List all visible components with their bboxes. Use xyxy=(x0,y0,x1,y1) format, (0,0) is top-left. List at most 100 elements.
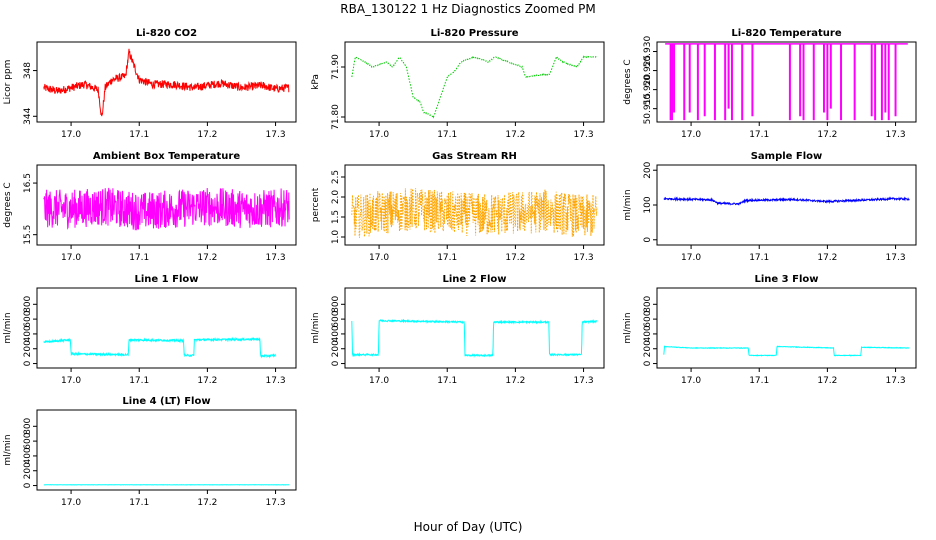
series-line xyxy=(43,48,290,117)
y-tick-label: 0 xyxy=(643,237,653,243)
x-tick-label: 17.1 xyxy=(749,376,769,386)
x-tick-label: 17.1 xyxy=(749,253,769,263)
x-tick-label: 17.1 xyxy=(129,130,149,140)
x-tick-label: 17.0 xyxy=(61,498,81,508)
y-tick-label: 600 xyxy=(23,310,33,327)
plot-frame xyxy=(36,287,297,369)
y-tick-label: 600 xyxy=(331,310,341,327)
figure-title: RBA_130122 1 Hz Diagnostics Zoomed PM xyxy=(340,2,595,16)
x-tick-label: 17.1 xyxy=(437,376,457,386)
x-tick-label: 17.3 xyxy=(266,376,286,386)
y-axis-label: degrees C xyxy=(623,59,633,104)
plot-frame xyxy=(656,41,917,123)
series-line xyxy=(663,345,910,357)
x-tick-label: 17.0 xyxy=(369,253,389,263)
panel-title: Sample Flow xyxy=(751,151,823,162)
x-tick-label: 17.0 xyxy=(369,130,389,140)
y-tick-label: 50.920 xyxy=(643,74,653,106)
x-tick-label: 17.1 xyxy=(129,498,149,508)
y-tick-label: 0 xyxy=(331,360,341,366)
x-tick-label: 17.1 xyxy=(129,376,149,386)
x-tick-label: 17.3 xyxy=(574,376,594,386)
y-tick-label: 600 xyxy=(643,310,653,327)
chart-panel-7: Line 1 Flow 17.0 17.1 17.2 17.3 0 200400600800… xyxy=(3,274,297,386)
y-axis-label: ml/min xyxy=(3,312,13,343)
x-tick-label: 17.2 xyxy=(505,253,525,263)
x-tick-label: 17.3 xyxy=(886,130,906,140)
series-line xyxy=(351,188,598,238)
y-tick-label: 800 xyxy=(643,295,653,312)
x-tick-label: 17.2 xyxy=(197,253,217,263)
y-tick-label: 50.925 xyxy=(643,55,653,87)
y-tick-label: 800 xyxy=(331,295,341,312)
x-tick-label: 17.3 xyxy=(574,253,594,263)
y-tick-label: 2.0 xyxy=(331,190,341,205)
x-tick-label: 17.2 xyxy=(197,498,217,508)
panel-title: Gas Stream RH xyxy=(432,151,517,162)
chart-panel-8: Line 2 Flow 17.0 17.1 17.2 17.3 0 200400600800… xyxy=(311,274,605,386)
panel-title: Li-820 Pressure xyxy=(430,28,518,39)
y-axis-label: ml/min xyxy=(311,312,321,343)
x-tick-label: 17.3 xyxy=(266,130,286,140)
panel-title: Line 4 (LT) Flow xyxy=(122,396,210,407)
chart-panel-10: Line 4 (LT) Flow 17.0 17.1 17.2 17.3 0 2004006… xyxy=(3,396,297,508)
y-tick-label: 50.915 xyxy=(643,93,653,125)
y-tick-label: 200 xyxy=(23,340,33,357)
x-tick-label: 17.2 xyxy=(505,376,525,386)
y-tick-label: 16.5 xyxy=(23,173,33,193)
x-axis-title: Hour of Day (UTC) xyxy=(414,520,523,534)
x-tick-label: 17.0 xyxy=(681,376,701,386)
x-tick-label: 17.1 xyxy=(129,253,149,263)
y-tick-label: 15.5 xyxy=(23,225,33,245)
y-tick-label: 0 xyxy=(643,360,653,366)
y-tick-label: 200 xyxy=(643,161,653,178)
plot-frame xyxy=(36,409,297,491)
x-tick-label: 17.2 xyxy=(197,376,217,386)
x-tick-label: 17.3 xyxy=(886,376,906,386)
y-tick-label: 344 xyxy=(23,107,33,124)
y-tick-label: 0 xyxy=(23,360,33,366)
y-tick-label: 800 xyxy=(23,417,33,434)
x-tick-label: 17.3 xyxy=(574,130,594,140)
y-tick-label: 50.930 xyxy=(643,36,653,68)
y-axis-label: ml/min xyxy=(623,312,633,343)
x-tick-label: 17.3 xyxy=(266,498,286,508)
y-tick-label: 100 xyxy=(643,196,653,213)
panel-title: Line 2 Flow xyxy=(443,274,507,285)
series-line xyxy=(663,196,910,206)
y-tick-label: 400 xyxy=(643,325,653,342)
x-tick-label: 17.2 xyxy=(197,130,217,140)
chart-panel-9: Line 3 Flow 17.0 17.1 17.2 17.3 0 200400600800… xyxy=(623,274,917,386)
y-tick-label: 0 xyxy=(23,482,33,488)
y-tick-label: 1.5 xyxy=(331,210,341,224)
y-tick-label: 71.90 xyxy=(331,54,341,80)
panel-grid: Li-820 CO2 17.0 17.1 17.2 17.3 344 348 Licor pp… xyxy=(3,28,917,508)
y-axis-label: kPa xyxy=(311,74,321,90)
y-tick-label: 400 xyxy=(331,325,341,342)
plot-frame xyxy=(36,164,297,246)
x-tick-label: 17.0 xyxy=(681,253,701,263)
chart-panel-2: Li-820 Pressure 17.0 17.1 17.2 17.3 71.80 71.9… xyxy=(311,28,605,140)
y-axis-label: ml/min xyxy=(623,189,633,220)
x-tick-label: 17.3 xyxy=(266,253,286,263)
y-axis-label: degrees C xyxy=(3,182,13,227)
plot-frame xyxy=(656,287,917,369)
x-tick-label: 17.2 xyxy=(505,130,525,140)
series-spikes xyxy=(665,43,908,121)
x-tick-label: 17.1 xyxy=(437,253,457,263)
y-tick-label: 400 xyxy=(23,447,33,464)
series-line xyxy=(351,55,598,119)
x-tick-label: 17.2 xyxy=(817,130,837,140)
x-tick-label: 17.0 xyxy=(681,130,701,140)
y-tick-label: 800 xyxy=(23,295,33,312)
series-line xyxy=(43,187,290,231)
plot-frame xyxy=(344,41,605,123)
y-axis-label: ml/min xyxy=(3,434,13,465)
x-tick-label: 17.0 xyxy=(61,130,81,140)
panel-title: Ambient Box Temperature xyxy=(93,151,240,162)
x-tick-label: 17.1 xyxy=(749,130,769,140)
y-tick-label: 348 xyxy=(23,62,33,79)
y-tick-label: 400 xyxy=(23,325,33,342)
y-tick-label: 200 xyxy=(23,462,33,479)
